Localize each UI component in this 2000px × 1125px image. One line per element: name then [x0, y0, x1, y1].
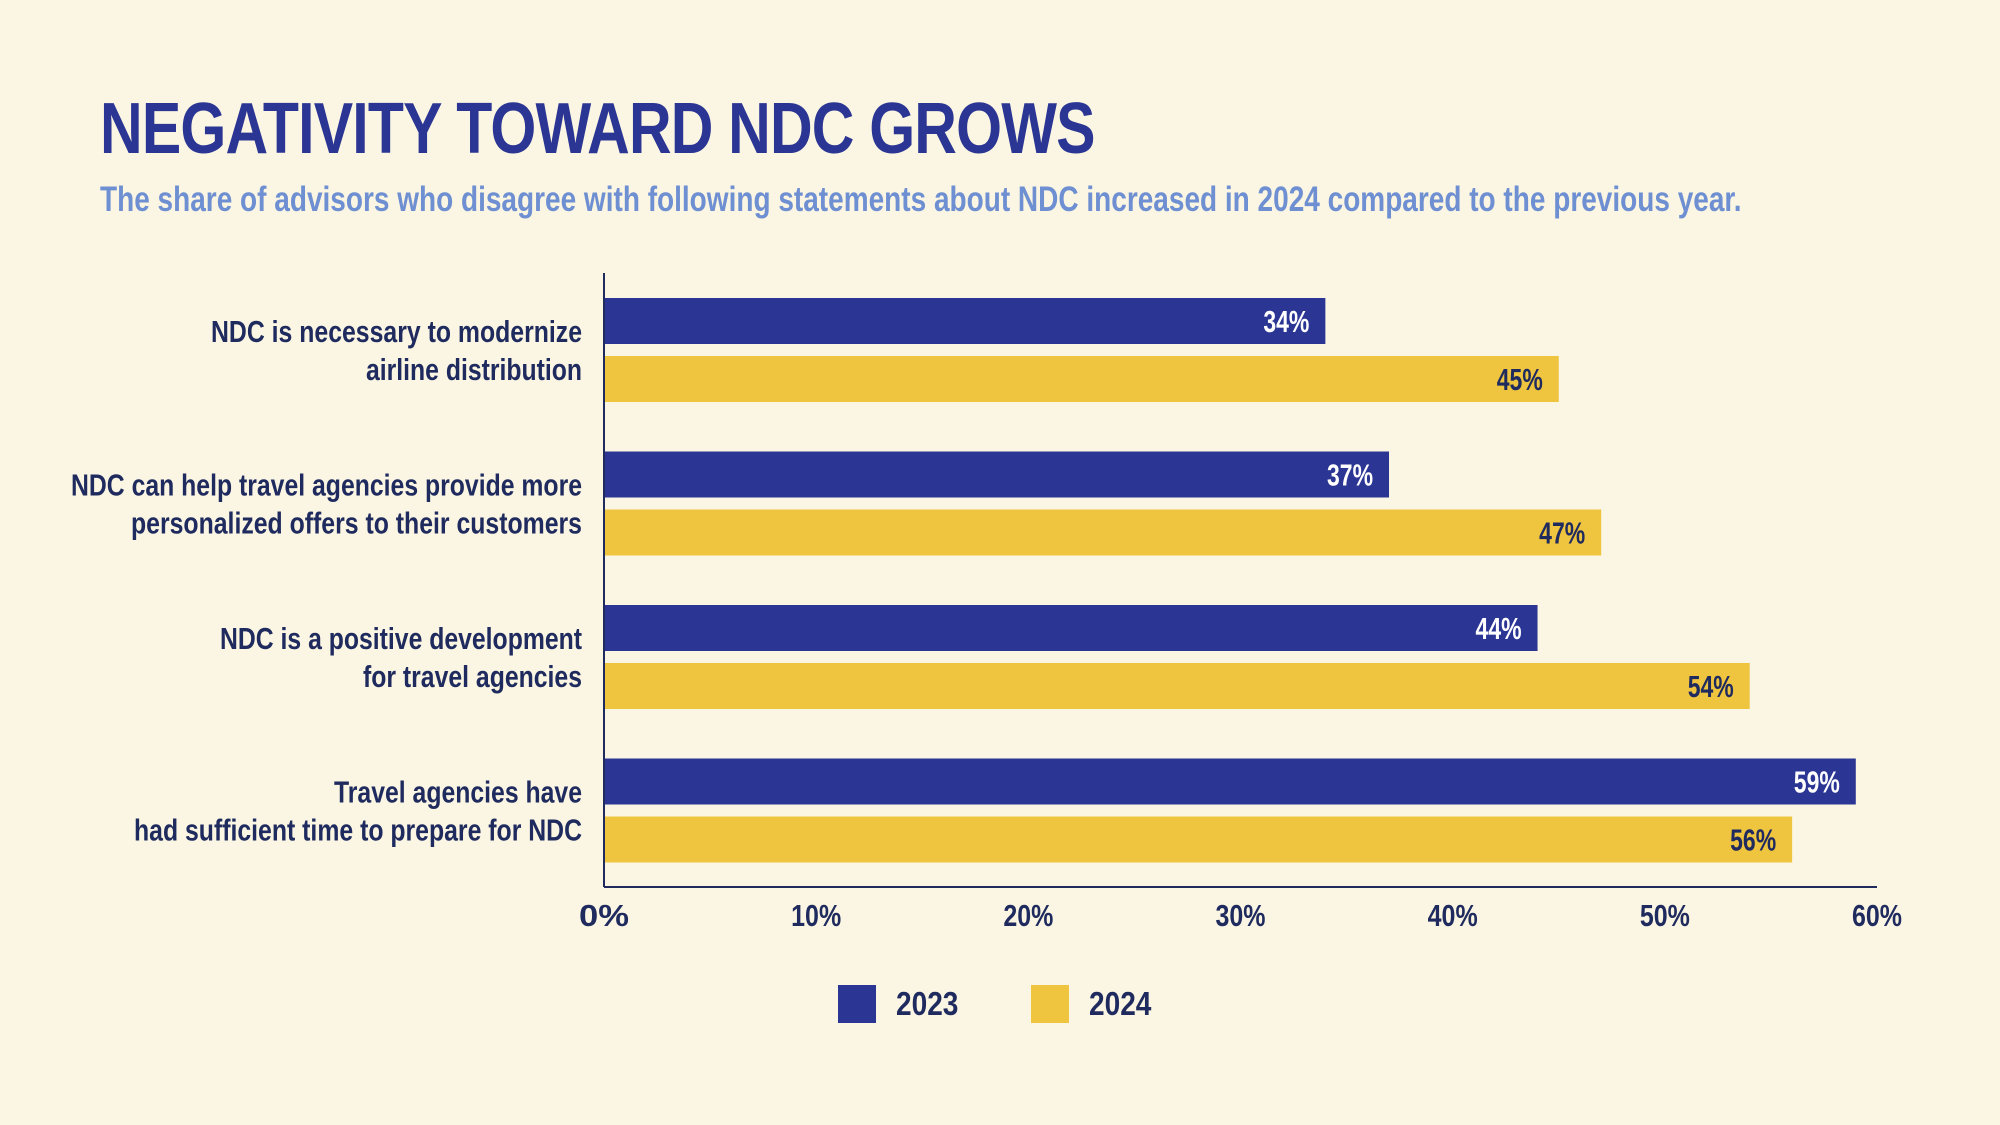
data-label-2023-1: 34%: [1263, 304, 1309, 339]
legend-swatch-2023: [838, 985, 876, 1023]
legend-label-2023: 2023: [896, 985, 959, 1022]
data-label-2024-4: 56%: [1730, 823, 1776, 858]
chart-subtitle: The share of advisors who disagree with …: [100, 180, 1742, 219]
legend: 2023 2024: [838, 985, 1225, 1023]
x-tick-label-0: 0%: [579, 898, 629, 933]
category-label-4-line-1: Travel agencies have: [334, 775, 582, 810]
data-label-2023-2: 37%: [1327, 458, 1373, 493]
legend-label-2024: 2024: [1089, 985, 1152, 1022]
category-label-1-line-1: NDC is necessary to modernize: [211, 314, 582, 349]
data-label-2023-3: 44%: [1476, 611, 1522, 646]
category-label-4-line-2: had sufficient time to prepare for NDC: [134, 813, 582, 848]
bar-2023-1: [604, 298, 1326, 344]
bar-2023-4: [604, 758, 1856, 805]
category-label-1-line-2: airline distribution: [366, 352, 582, 387]
category-label-2-line-2: personalized offers to their customers: [131, 506, 582, 541]
category-label-2-line-1: NDC can help travel agencies provide mor…: [71, 468, 582, 503]
legend-swatch-2024: [1031, 985, 1070, 1023]
chart-title: NEGATIVITY TOWARD NDC GROWS: [100, 89, 1096, 169]
legend-item-2024: 2024: [1031, 985, 1162, 1023]
bar-2024-2: [604, 509, 1602, 556]
bar-2024-1: [604, 356, 1559, 402]
x-tick-label-20: 20%: [1003, 898, 1053, 933]
bar-2024-3: [604, 663, 1750, 709]
data-label-2024-3: 54%: [1688, 669, 1734, 704]
x-tick-label-30: 30%: [1216, 898, 1266, 933]
bar-2023-3: [604, 605, 1538, 651]
x-tick-label-50: 50%: [1640, 898, 1690, 933]
data-label-2023-4: 59%: [1794, 765, 1840, 800]
category-label-3-line-2: for travel agencies: [363, 659, 582, 694]
bar-2023-2: [604, 451, 1390, 498]
bar-2024-4: [604, 816, 1793, 863]
x-tick-label-40: 40%: [1428, 898, 1478, 933]
x-tick-label-60: 60%: [1852, 898, 1902, 933]
category-label-3-line-1: NDC is a positive development: [220, 621, 582, 656]
data-label-2024-2: 47%: [1539, 516, 1585, 551]
legend-item-2023: 2023: [838, 985, 969, 1023]
data-label-2024-1: 45%: [1497, 362, 1543, 397]
x-tick-label-10: 10%: [791, 898, 841, 933]
